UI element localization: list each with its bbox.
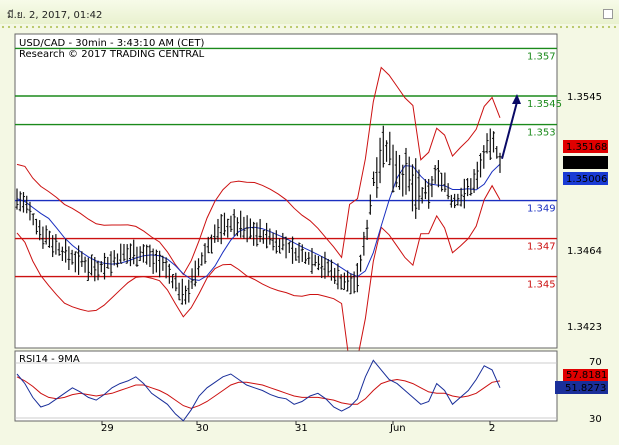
rsi-panel: [14, 350, 558, 422]
rsi-plot-layer: [15, 359, 557, 422]
window-corner-box[interactable]: [603, 9, 613, 19]
top-header-bar: [0, 0, 619, 24]
rsi-tick-30: 30: [589, 414, 602, 425]
x-tick-jun: Jun: [389, 423, 406, 434]
rsi-label: RSI14 - 9MA: [19, 354, 80, 365]
price-tick-2: 1.3464: [567, 246, 602, 257]
badge-last-price: [563, 156, 608, 169]
badge-bollinger-upper-text: 1.35168: [566, 142, 607, 153]
header-datetime: มี.ย. 2, 2017, 01:42: [7, 10, 103, 21]
x-tick-30: 30: [196, 423, 209, 434]
chart-title: USD/CAD - 30min - 3:43:10 AM (CET): [19, 38, 204, 49]
x-tick-2: 2: [489, 423, 495, 434]
forecast-arrow-line: [501, 101, 518, 159]
x-tick-31: 31: [295, 423, 308, 434]
x-axis: [101, 421, 491, 425]
bollinger-upper-line: [16, 66, 501, 276]
rsi-tick-70: 70: [589, 357, 602, 368]
level-label-1.353: 1.353: [527, 128, 556, 139]
level-label-1.3545: 1.3545: [527, 99, 562, 110]
level-label-1.357: 1.357: [527, 51, 556, 62]
rsi-line: [16, 359, 501, 422]
level-label-1.347: 1.347: [527, 242, 556, 253]
dotted-separator: [0, 24, 619, 30]
badge-rsi-ma: [563, 369, 608, 381]
rsi-ma-line: [16, 376, 501, 409]
bollinger-lower-line: [16, 184, 501, 365]
forecast-arrow-head: [512, 94, 521, 104]
badge-rsi: [555, 381, 608, 394]
chart-subtitle: Research © 2017 TRADING CENTRAL: [19, 49, 205, 60]
badge-ma: [563, 172, 608, 185]
badge-last-price-text: 1.35098: [566, 158, 607, 169]
badge-rsi-text: 51.8273: [565, 383, 606, 394]
price-tick-1: 1.3545: [567, 92, 602, 103]
badge-bollinger-upper: [563, 140, 608, 153]
level-label-1.345: 1.345: [527, 280, 556, 291]
x-tick-29: 29: [101, 423, 114, 434]
price-plot-layer: 1.357 1.3545 1.353 1.349 1.347 1.345: [15, 47, 562, 365]
badge-ma-text: 1.35006: [566, 174, 607, 185]
price-panel: [14, 33, 558, 349]
price-tick-3: 1.3423: [567, 322, 602, 333]
level-label-1.349: 1.349: [527, 204, 556, 215]
badge-rsi-ma-text: 57.8181: [566, 370, 607, 381]
